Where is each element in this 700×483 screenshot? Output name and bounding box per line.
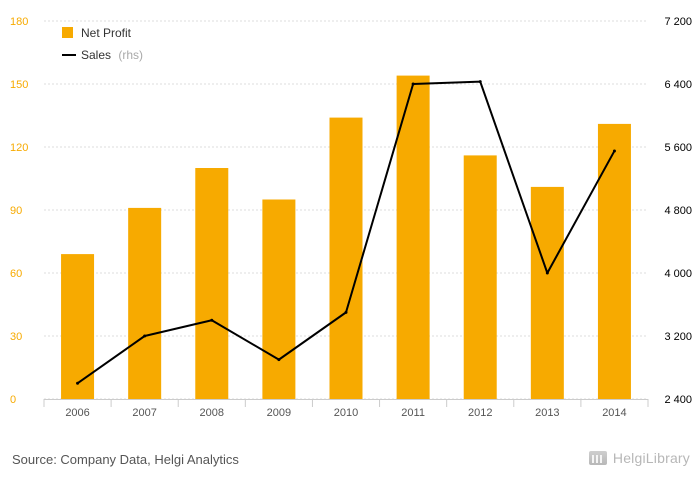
sales-point <box>411 82 415 86</box>
y-right-tick-label: 5 600 <box>664 142 692 154</box>
legend-sales-suffix: (rhs) <box>118 48 143 62</box>
bar-net-profit <box>262 199 296 399</box>
y-right-tick-label: 2 400 <box>664 394 692 406</box>
legend-sales-label: Sales (rhs) <box>81 48 143 62</box>
y-right-tick-label: 6 400 <box>664 79 692 91</box>
bar-net-profit <box>597 123 631 400</box>
bar-net-profit <box>396 75 430 399</box>
y-right-tick-label: 3 200 <box>664 331 692 343</box>
sales-point <box>545 271 549 275</box>
library-icon <box>588 451 607 465</box>
legend-net-profit-swatch <box>62 27 73 38</box>
y-left-tick-label: 90 <box>10 205 22 217</box>
y-left-tick-label: 120 <box>10 142 28 154</box>
x-tick-label: 2009 <box>267 407 291 419</box>
brand-name: HelgiLibrary <box>612 450 690 466</box>
bar-net-profit <box>530 186 564 399</box>
x-tick-label: 2006 <box>65 407 89 419</box>
x-tick-label: 2011 <box>401 407 425 419</box>
bar-net-profit <box>463 155 497 399</box>
line-layer <box>76 80 616 385</box>
y-right-tick-label: 4 800 <box>664 205 692 217</box>
x-tick-label: 2008 <box>200 407 224 419</box>
y-right-tick-label: 7 200 <box>664 16 692 28</box>
sales-point <box>143 334 147 338</box>
bar-net-profit <box>329 117 363 399</box>
x-tick-label: 2012 <box>468 407 492 419</box>
y-left-tick-label: 30 <box>10 331 22 343</box>
y-left-tick-label: 180 <box>10 16 28 28</box>
bar-net-profit <box>195 168 229 399</box>
y-left-tick-label: 150 <box>10 79 28 91</box>
sales-point <box>478 80 482 84</box>
sales-point <box>344 310 348 314</box>
legend-net-profit-label: Net Profit <box>81 26 132 40</box>
axis-layer: 0 30 60 90 120 150 180 2 400 3 200 4 000 4 800 5 60… <box>10 16 692 419</box>
x-tick-label: 2013 <box>535 407 559 419</box>
sales-point <box>76 381 80 385</box>
y-right-tick-label: 4 000 <box>664 268 692 280</box>
source-text: Source: Company Data, Helgi Analytics <box>12 452 239 467</box>
legend: Net Profit Sales (rhs) <box>62 26 143 62</box>
x-tick-label: 2010 <box>334 407 358 419</box>
x-tick-label: 2007 <box>132 407 156 419</box>
bar-net-profit <box>61 254 95 399</box>
sales-point <box>612 149 616 153</box>
sales-point <box>277 358 281 362</box>
y-left-tick-label: 60 <box>10 268 22 280</box>
legend-sales-main: Sales <box>81 48 111 62</box>
sales-point <box>210 318 214 322</box>
x-tick-label: 2014 <box>602 407 626 419</box>
bar-net-profit <box>128 207 162 399</box>
bars-layer <box>61 75 631 400</box>
brand-logo: HelgiLibrary <box>588 450 690 466</box>
y-left-tick-label: 0 <box>10 394 16 406</box>
